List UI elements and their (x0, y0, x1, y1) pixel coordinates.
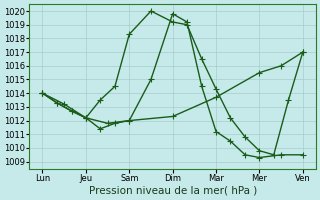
X-axis label: Pression niveau de la mer( hPa ): Pression niveau de la mer( hPa ) (89, 186, 257, 196)
